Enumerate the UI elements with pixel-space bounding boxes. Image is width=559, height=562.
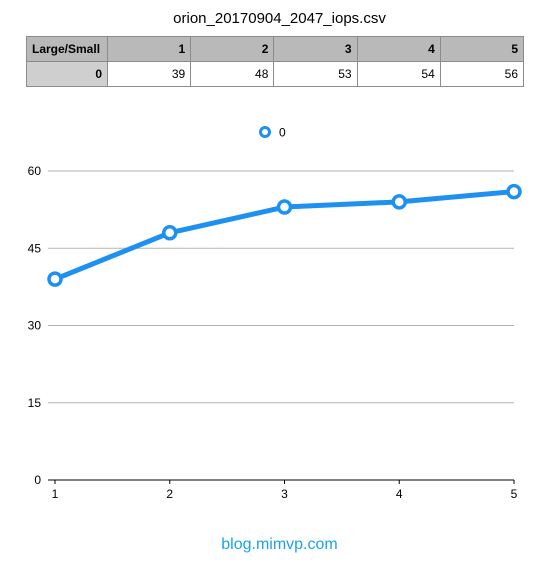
legend-label: 0 <box>279 126 286 140</box>
table-cell: 48 <box>190 61 275 87</box>
table-header-row: Large/Small 1 2 3 4 5 <box>26 36 525 62</box>
y-tick-label: 45 <box>28 241 42 255</box>
footer-watermark: blog.mimvp.com <box>221 536 338 553</box>
x-tick-label: 1 <box>52 487 59 501</box>
legend-marker-icon <box>259 126 271 138</box>
data-table: Large/Small 1 2 3 4 5 0 39 48 53 54 56 <box>26 36 525 87</box>
chart-grid <box>48 170 514 481</box>
table-row: 0 39 48 53 54 56 <box>26 61 525 87</box>
x-tick-label: 3 <box>281 487 288 501</box>
y-tick-label: 0 <box>34 473 41 487</box>
chart-legend: 0 <box>259 126 286 140</box>
table-column-header: 1 <box>106 36 192 62</box>
chart-title: orion_20170904_2047_iops.csv <box>173 10 386 27</box>
table-cell: 54 <box>356 61 441 87</box>
y-tick-label: 15 <box>28 396 42 410</box>
chart-series <box>47 183 522 287</box>
x-tick-label: 4 <box>396 487 403 501</box>
data-point <box>391 194 407 210</box>
data-point <box>47 271 63 287</box>
x-tick-label: 5 <box>511 487 518 501</box>
table-column-header: 3 <box>273 36 358 62</box>
data-point <box>276 199 293 215</box>
table-column-header: 4 <box>356 36 441 62</box>
table-cell: 56 <box>439 61 525 87</box>
data-point <box>506 183 522 200</box>
y-axis: 0 15 30 45 60 <box>28 164 42 487</box>
y-tick-label: 60 <box>28 164 42 178</box>
y-tick-label: 30 <box>28 319 42 333</box>
x-tick-label: 2 <box>166 487 173 501</box>
table-cell: 39 <box>106 61 192 87</box>
table-cell: 53 <box>273 61 358 87</box>
table-column-header: 5 <box>439 36 525 62</box>
x-axis: 1 2 3 4 5 <box>52 480 518 501</box>
table-row-header: 0 <box>26 61 108 87</box>
data-point <box>162 225 178 241</box>
